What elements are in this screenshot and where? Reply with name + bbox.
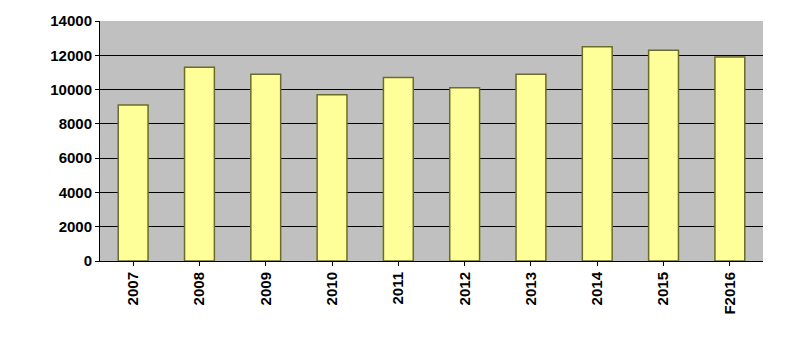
svg-text:14000: 14000 (50, 12, 92, 29)
svg-text:6000: 6000 (59, 149, 92, 166)
svg-text:0: 0 (84, 252, 92, 269)
svg-text:2000: 2000 (59, 218, 92, 235)
svg-text:2009: 2009 (257, 272, 274, 305)
svg-text:2010: 2010 (323, 272, 340, 305)
svg-text:2014: 2014 (588, 271, 605, 305)
svg-text:2012: 2012 (456, 272, 473, 305)
svg-text:2008: 2008 (190, 272, 207, 305)
svg-text:2011: 2011 (389, 272, 406, 305)
svg-text:F2016: F2016 (721, 272, 738, 315)
svg-text:12000: 12000 (50, 47, 92, 64)
svg-text:4000: 4000 (59, 184, 92, 201)
svg-text:2013: 2013 (522, 272, 539, 305)
svg-text:2015: 2015 (654, 272, 671, 305)
svg-text:10000: 10000 (50, 81, 92, 98)
svg-text:2007: 2007 (124, 272, 141, 305)
svg-text:8000: 8000 (59, 115, 92, 132)
